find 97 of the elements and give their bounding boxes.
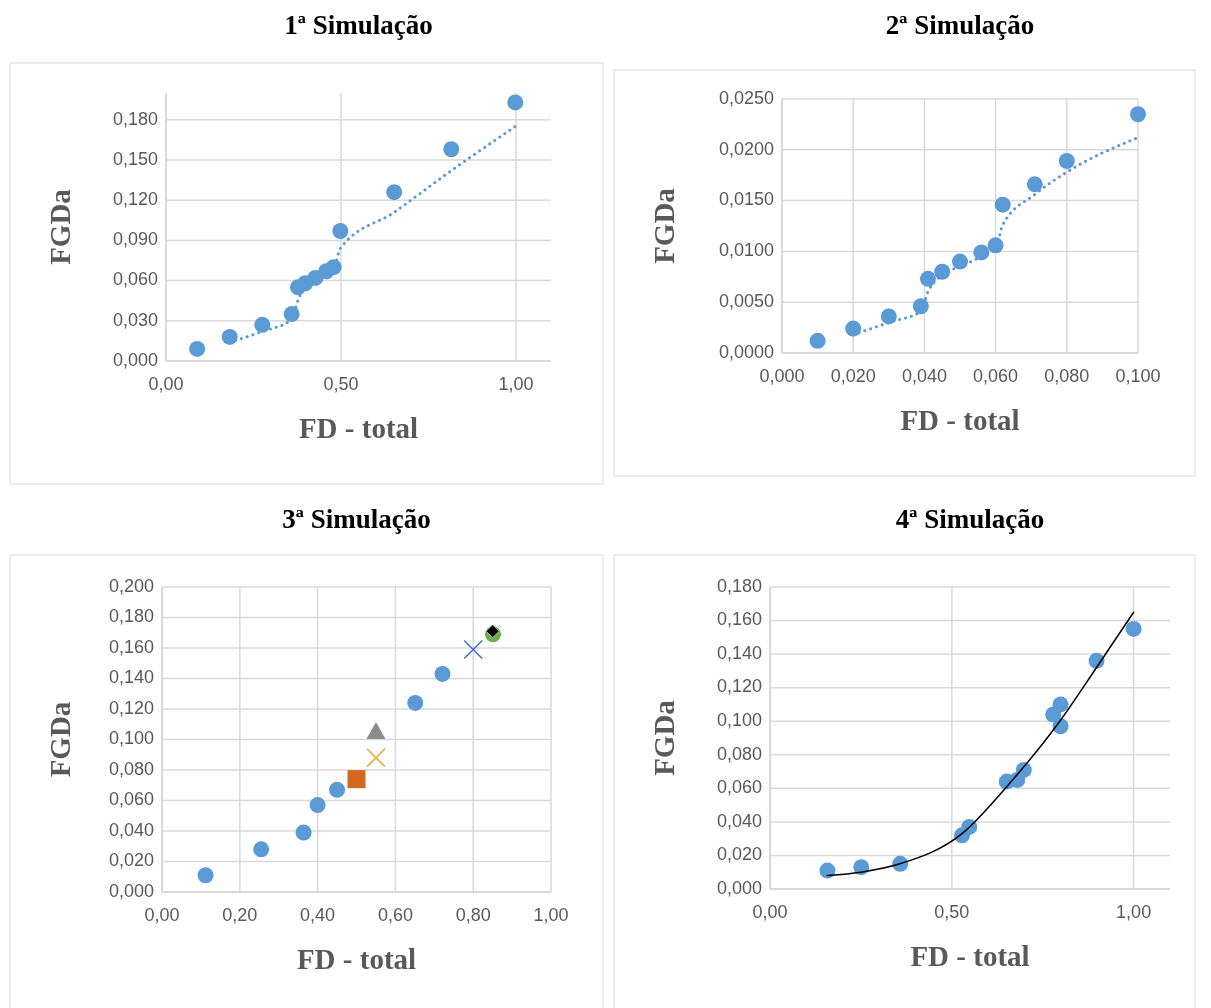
- x-tick-label: 0,00: [752, 901, 788, 922]
- point: [919, 270, 936, 287]
- y-tick-label: 0,060: [112, 269, 158, 290]
- x-tick-label: 1,00: [533, 904, 569, 925]
- point: [366, 721, 386, 739]
- y-tick-label: 0,040: [716, 810, 762, 831]
- point: [485, 624, 500, 639]
- y-axis-title: FGDa: [43, 701, 76, 778]
- chart-title: 2ª Simulação: [885, 10, 1035, 41]
- x-axis-title: FD - total: [296, 942, 417, 975]
- y-tick-label: 0,100: [108, 728, 154, 749]
- y-axis-title: FGDa: [43, 188, 76, 265]
- point: [1130, 106, 1146, 123]
- point: [332, 223, 349, 240]
- y-tick-label: 0,000: [108, 880, 154, 901]
- x-tick-label: 0,080: [1044, 365, 1090, 386]
- point: [283, 306, 300, 323]
- y-tick-label: 0,120: [108, 697, 154, 718]
- point: [994, 196, 1011, 213]
- y-tick-label: 0,020: [108, 850, 154, 871]
- point: [880, 308, 897, 325]
- y-axis-title: FGDa: [647, 699, 680, 776]
- y-tick-label: 0,160: [108, 636, 154, 657]
- point: [443, 141, 460, 158]
- y-tick-label: 0,140: [108, 667, 154, 688]
- y-tick-label: 0,120: [112, 188, 158, 209]
- y-tick-label: 0,0250: [718, 87, 774, 108]
- x-tick-label: 1,00: [498, 373, 534, 394]
- y-tick-label: 0,100: [716, 709, 762, 730]
- x-tick-label: 0,60: [377, 904, 413, 925]
- chart-title: 4ª Simulação: [895, 504, 1045, 535]
- point: [189, 340, 206, 357]
- y-tick-label: 0,080: [716, 743, 762, 764]
- x-tick-label: 0,060: [973, 365, 1019, 386]
- x-tick-label: 0,00: [144, 904, 180, 925]
- point: [347, 770, 366, 789]
- point: [1125, 620, 1142, 637]
- point: [366, 748, 386, 768]
- point: [386, 184, 403, 201]
- x-tick-label: 0,020: [830, 365, 876, 386]
- point: [407, 694, 424, 711]
- point: [221, 328, 238, 345]
- x-tick-label: 0,50: [934, 901, 970, 922]
- point: [254, 316, 271, 333]
- x-tick-label: 0,100: [1115, 365, 1161, 386]
- point: [197, 867, 214, 884]
- x-axis-title: FD - total: [900, 403, 1020, 436]
- point: [973, 244, 990, 261]
- point: [463, 639, 483, 660]
- y-tick-label: 0,030: [112, 309, 158, 330]
- y-tick-label: 0,160: [716, 609, 762, 630]
- point: [952, 253, 968, 270]
- y-tick-label: 0,150: [112, 148, 158, 169]
- y-tick-label: 0,180: [112, 108, 158, 129]
- x-axis-title: FD - total: [298, 411, 419, 444]
- y-tick-label: 0,060: [716, 777, 762, 798]
- point: [1052, 696, 1069, 713]
- y-tick-label: 0,0050: [718, 290, 774, 311]
- y-tick-label: 0,000: [716, 877, 762, 898]
- x-axis-title: FD - total: [910, 939, 1030, 972]
- point: [253, 841, 270, 858]
- x-tick-label: 1,00: [1116, 901, 1152, 922]
- x-tick-label: 0,040: [901, 365, 947, 386]
- point: [819, 862, 836, 879]
- y-tick-label: 0,200: [108, 575, 154, 596]
- x-tick-label: 0,40: [300, 904, 336, 925]
- y-tick-label: 0,120: [716, 676, 762, 697]
- y-tick-label: 0,0000: [718, 341, 774, 362]
- y-tick-label: 0,180: [716, 575, 762, 596]
- x-tick-label: 0,20: [222, 904, 258, 925]
- x-tick-label: 0,00: [148, 373, 184, 394]
- chart-title: 1ª Simulação: [284, 10, 433, 41]
- y-tick-label: 0,180: [108, 606, 154, 627]
- point: [809, 332, 826, 349]
- y-tick-label: 0,140: [716, 642, 762, 663]
- y-axis-title: FGDa: [647, 187, 680, 264]
- y-tick-label: 0,0150: [718, 189, 774, 210]
- point: [1026, 176, 1043, 193]
- y-tick-label: 0,0100: [718, 240, 774, 261]
- y-tick-label: 0,020: [716, 844, 762, 865]
- point: [295, 824, 312, 841]
- chart-title: 3ª Simulação: [282, 504, 431, 535]
- y-tick-label: 0,000: [112, 349, 158, 370]
- x-tick-label: 0,50: [323, 373, 359, 394]
- y-tick-label: 0,090: [112, 229, 158, 250]
- point: [329, 781, 346, 798]
- y-tick-label: 0,040: [108, 819, 154, 840]
- point: [309, 797, 326, 814]
- y-tick-label: 0,080: [108, 758, 154, 779]
- x-tick-label: 0,80: [455, 904, 491, 925]
- y-tick-label: 0,060: [108, 789, 154, 810]
- y-tick-label: 0,0200: [718, 138, 774, 159]
- point: [1058, 152, 1075, 169]
- point: [507, 94, 524, 111]
- point: [845, 320, 862, 337]
- x-tick-label: 0,000: [759, 365, 805, 386]
- point: [434, 665, 451, 682]
